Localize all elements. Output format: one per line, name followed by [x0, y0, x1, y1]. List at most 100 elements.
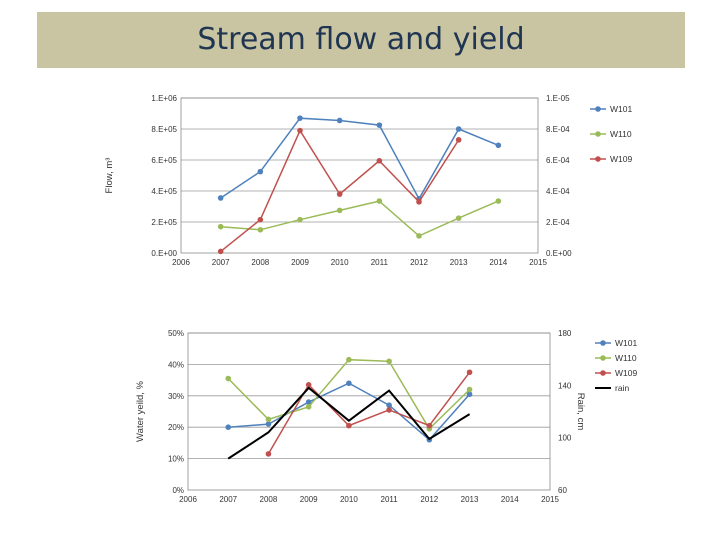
yield-point-w109 [265, 451, 272, 457]
flow-point-w101 [217, 195, 224, 201]
yield-ytick-left-label: 20% [168, 423, 184, 432]
flow-legend-marker [595, 106, 601, 112]
flow-series-line-w110 [220, 200, 499, 237]
yield-point-w110 [346, 356, 352, 363]
yield-xtick-label: 2015 [541, 495, 559, 504]
title-band: Stream flow and yield [37, 12, 685, 68]
flow-point-w109 [455, 137, 462, 143]
yield-ytick-right-label: 60 [558, 486, 567, 495]
flow-point-w101 [495, 142, 502, 149]
yield-ylabel: Water yeild, % [135, 381, 146, 442]
flow-point-w110 [495, 198, 502, 204]
flow-point-w110 [257, 226, 264, 233]
yield-xtick-label: 2006 [179, 495, 197, 504]
flow-point-w110 [336, 207, 343, 214]
yield-point-w110 [305, 403, 312, 410]
flow-legend-label: W109 [610, 154, 632, 164]
flow-ytick-right-label: 6.E-04 [546, 156, 570, 165]
yield-ytick-right-label: 140 [558, 381, 572, 390]
yield-series-line-w110 [227, 358, 471, 431]
flow-point-w110 [217, 223, 224, 230]
flow-ytick-left-label: 6.E+05 [151, 156, 177, 165]
yield-point-w109 [466, 369, 473, 376]
flow-legend-marker [595, 131, 601, 137]
yield-point-w110 [225, 375, 232, 382]
yield-xtick-label: 2009 [300, 495, 318, 504]
yield-legend-marker [600, 340, 606, 346]
yield-point-w101 [466, 391, 473, 398]
flow-point-w110 [297, 216, 303, 223]
yield-legend-label: W110 [615, 353, 637, 363]
yield-point-w101 [346, 380, 352, 387]
yield-xtick-label: 2008 [260, 495, 278, 504]
flow-ytick-left-label: 0.E+00 [151, 249, 177, 258]
flow-point-w109 [257, 216, 264, 223]
flow-point-w101 [455, 126, 462, 132]
flow-point-w110 [376, 198, 383, 204]
yield-point-w101 [265, 421, 272, 427]
flow-xtick-label: 2007 [212, 258, 230, 267]
yield-ytick-left-label: 10% [168, 455, 184, 464]
flow-ytick-right-label: 0.E+00 [546, 249, 572, 258]
yield-legend-label: W101 [615, 338, 637, 348]
flow-chart: 0.E+00 2.E+05 4.E+05 6.E+05 8.E+05 1.E+06 0.E+… [104, 94, 632, 267]
flow-point-w101 [297, 115, 303, 121]
yield-xtick-label: 2013 [461, 495, 479, 504]
yield-point-w110 [386, 358, 392, 365]
yield-point-w101 [305, 399, 312, 405]
yield-xtick-label: 2010 [340, 495, 358, 504]
yield-point-w109 [346, 422, 352, 429]
yield-point-w109 [386, 407, 392, 413]
flow-series-line-w101 [220, 117, 499, 201]
flow-xtick-label: 2010 [331, 258, 349, 267]
flow-legend-label: W110 [610, 129, 632, 139]
flow-point-w109 [336, 191, 343, 197]
yield-ytick-left-label: 30% [168, 392, 184, 401]
flow-ytick-left-label: 1.E+06 [151, 94, 177, 103]
yield-ytick-right-label: 100 [558, 434, 572, 443]
yield-xtick-label: 2011 [381, 495, 399, 504]
yield-xtick-label: 2014 [501, 495, 519, 504]
flow-point-w109 [376, 157, 383, 164]
yield-point-w110 [265, 416, 272, 423]
flow-xtick-label: 2011 [371, 258, 389, 267]
yield-ytick-right-label: 180 [558, 329, 572, 338]
yield-point-w101 [386, 402, 392, 409]
flow-xtick-label: 2012 [410, 258, 428, 267]
flow-ytick-right-label: 1.E-05 [546, 94, 570, 103]
flow-xtick-label: 2014 [489, 258, 507, 267]
yield-series-line-w109 [267, 371, 471, 455]
flow-xtick-label: 2008 [251, 258, 269, 267]
yield-point-w101 [225, 424, 232, 431]
flow-xtick-label: 2006 [172, 258, 190, 267]
flow-ylabel: Flow, m³ [104, 158, 115, 194]
yield-ytick-left-label: 0% [172, 486, 184, 495]
yield-point-w109 [305, 382, 312, 388]
yield-ytick-left-label: 50% [168, 329, 184, 338]
yield-legend-label: rain [615, 383, 629, 393]
flow-xtick-label: 2015 [529, 258, 547, 267]
flow-plot-frame [180, 97, 539, 254]
yield-legend-marker [600, 370, 606, 376]
page-title: Stream flow and yield [197, 22, 525, 57]
yield-legend-label: W109 [615, 368, 637, 378]
yield-xtick-label: 2012 [420, 495, 438, 504]
yield-series-line-rain [227, 386, 471, 460]
flow-ytick-right-label: 2.E-04 [546, 218, 570, 227]
yield-legend-marker [600, 355, 606, 361]
flow-ytick-left-label: 2.E+05 [151, 218, 177, 227]
flow-legend-label: W101 [610, 104, 632, 114]
flow-ytick-left-label: 8.E+05 [151, 125, 177, 134]
flow-ytick-right-label: 8.E-04 [546, 125, 570, 134]
flow-point-w109 [416, 199, 422, 205]
flow-point-w110 [416, 233, 422, 239]
flow-ytick-left-label: 4.E+05 [151, 187, 177, 196]
flow-point-w101 [257, 168, 264, 175]
yield-point-w110 [466, 386, 473, 393]
flow-legend-marker [595, 156, 601, 162]
yield-y2label: Rain, cm [575, 393, 586, 431]
flow-xtick-label: 2009 [291, 258, 309, 267]
yield-ytick-left-label: 40% [168, 360, 184, 369]
yield-point-w109 [426, 422, 433, 429]
